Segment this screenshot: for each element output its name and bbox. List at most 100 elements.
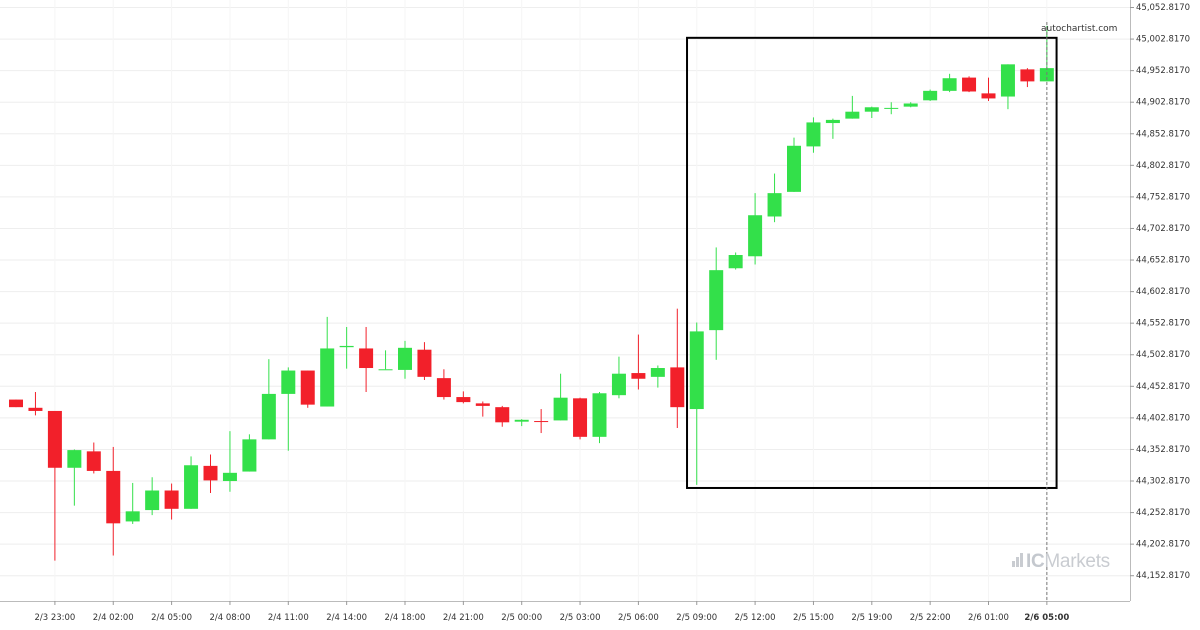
candle-body xyxy=(981,93,996,99)
x-tick-label: 2/5 00:00 xyxy=(501,613,542,623)
candle xyxy=(981,77,996,101)
x-tick-label: 2/4 02:00 xyxy=(93,613,134,623)
candle-body xyxy=(923,90,938,101)
candle xyxy=(748,193,763,265)
icmarkets-logo: ICMarkets xyxy=(1012,551,1110,573)
candle xyxy=(631,334,646,390)
y-tick-label: 44,552.8170 xyxy=(1136,319,1190,329)
candle-body xyxy=(962,77,977,92)
candle-body xyxy=(611,373,626,396)
candle-body xyxy=(573,398,588,437)
candle-body xyxy=(845,111,860,119)
candle-body xyxy=(125,511,140,522)
candle xyxy=(962,76,977,93)
candle xyxy=(222,431,237,492)
candle-body xyxy=(884,107,899,109)
candle-body xyxy=(47,410,62,468)
candle-body xyxy=(592,393,607,437)
candle-body xyxy=(825,119,840,124)
candle-body xyxy=(261,393,276,440)
y-tick-label: 44,752.8170 xyxy=(1136,192,1190,202)
x-tick-label: 2/5 15:00 xyxy=(793,613,834,623)
candle-body xyxy=(650,368,665,377)
y-tick-label: 44,652.8170 xyxy=(1136,256,1190,266)
candle-body xyxy=(1000,64,1015,97)
candle xyxy=(125,482,140,524)
candle xyxy=(106,446,121,556)
candle-body xyxy=(514,419,529,422)
y-tick-label: 44,802.8170 xyxy=(1136,161,1190,171)
candle-body xyxy=(534,421,549,423)
y-tick-label: 44,602.8170 xyxy=(1136,287,1190,297)
y-tick-label: 44,502.8170 xyxy=(1136,350,1190,360)
candle xyxy=(281,367,296,451)
x-tick-label: 2/5 12:00 xyxy=(735,613,776,623)
candle xyxy=(728,252,743,270)
time-axis: 2/3 23:00 2/4 02:00 2/4 05:00 2/4 08:00 2/4 … xyxy=(34,601,1069,623)
candle-body xyxy=(320,348,335,407)
y-tick-label: 44,202.8170 xyxy=(1136,540,1190,550)
candle-body xyxy=(28,407,43,411)
x-tick-label: 2/4 11:00 xyxy=(268,613,309,623)
grid-lines xyxy=(0,7,1130,577)
candle xyxy=(884,102,899,115)
candle xyxy=(300,370,315,408)
candle xyxy=(670,308,685,428)
candle-body xyxy=(86,451,101,471)
x-tick-label: 2/6 05:00 xyxy=(1024,613,1069,623)
candle xyxy=(825,118,840,139)
candle-body xyxy=(281,370,296,394)
candle xyxy=(709,247,724,360)
y-tick-label: 45,052.8170 xyxy=(1136,3,1190,13)
candle xyxy=(456,391,471,404)
candle-body xyxy=(184,465,199,509)
candle xyxy=(320,316,335,407)
candle-body xyxy=(456,397,471,403)
candle-body xyxy=(553,397,568,421)
candle-body xyxy=(300,370,315,405)
y-tick-label: 44,302.8170 xyxy=(1136,477,1190,487)
candle xyxy=(417,342,432,381)
bars-icon xyxy=(1012,551,1024,573)
candle xyxy=(534,409,549,434)
candle xyxy=(806,117,821,153)
candle xyxy=(573,397,588,440)
candle xyxy=(9,399,23,408)
candle xyxy=(261,359,276,440)
x-tick-label: 2/5 22:00 xyxy=(910,613,951,623)
x-tick-label: 2/3 23:00 xyxy=(34,613,75,623)
candle-body xyxy=(9,399,23,408)
candle-body xyxy=(398,347,412,370)
candle xyxy=(1000,64,1015,110)
candle xyxy=(1020,68,1035,88)
candle-body xyxy=(689,331,704,410)
autochartist-watermark: autochartist.com xyxy=(1041,24,1117,34)
logo-markets-text: Markets xyxy=(1044,551,1110,572)
candle-body xyxy=(767,193,782,217)
candle xyxy=(359,326,374,393)
candle-body xyxy=(787,145,801,192)
price-axis: 45,052.8170 45,002.8170 44,952.8170 44,902.… xyxy=(1130,3,1190,581)
candle-body xyxy=(864,107,879,112)
logo-ic-text: IC xyxy=(1026,551,1045,572)
candle xyxy=(845,95,860,119)
candle-body xyxy=(728,255,743,269)
candle xyxy=(242,434,257,472)
candle-body xyxy=(436,378,451,398)
candle xyxy=(553,373,568,421)
y-tick-label: 44,702.8170 xyxy=(1136,224,1190,234)
candle-body xyxy=(242,439,257,472)
candle xyxy=(689,322,704,485)
candle xyxy=(47,410,62,561)
pattern-highlight-box xyxy=(686,36,1058,489)
x-tick-label: 2/4 21:00 xyxy=(443,613,484,623)
x-tick-label: 2/5 19:00 xyxy=(851,613,892,623)
candle xyxy=(495,405,510,427)
y-tick-label: 44,902.8170 xyxy=(1136,98,1190,108)
x-tick-label: 2/5 06:00 xyxy=(618,613,659,623)
y-tick-label: 44,152.8170 xyxy=(1136,571,1190,581)
candle-body xyxy=(203,465,218,481)
candle xyxy=(923,89,938,101)
candle xyxy=(203,454,218,494)
candle xyxy=(436,369,451,400)
